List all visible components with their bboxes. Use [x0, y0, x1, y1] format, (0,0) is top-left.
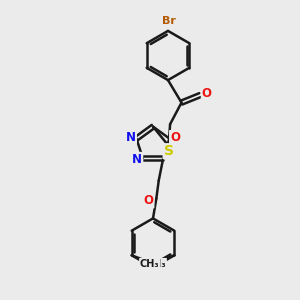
- Text: Br: Br: [162, 16, 176, 26]
- Text: S: S: [164, 144, 174, 158]
- Text: CH₃: CH₃: [146, 259, 166, 269]
- Text: O: O: [170, 131, 180, 144]
- Text: N: N: [126, 131, 136, 144]
- Text: CH₃: CH₃: [140, 259, 160, 269]
- Text: O: O: [202, 87, 212, 100]
- Text: N: N: [132, 153, 142, 166]
- Text: O: O: [143, 194, 154, 208]
